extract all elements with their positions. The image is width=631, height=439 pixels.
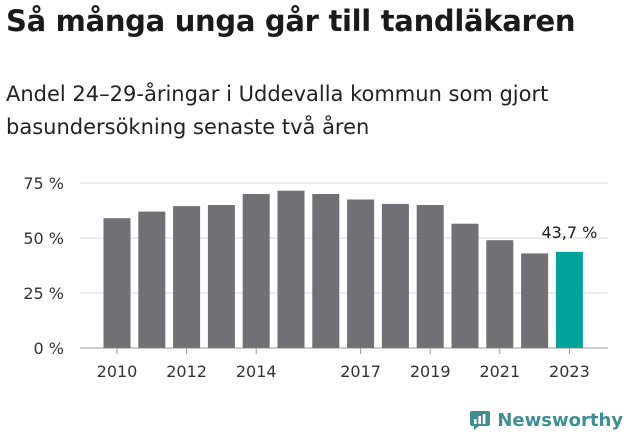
bars	[103, 190, 583, 348]
bar-2010	[103, 218, 131, 348]
bar-2023	[555, 251, 583, 348]
x-tick-label: 2023	[549, 362, 590, 381]
brand-name: Newsworthy	[497, 409, 623, 431]
bar-2013	[207, 205, 235, 348]
bar-2011	[138, 211, 166, 348]
data-label: 43,7 %	[541, 223, 597, 242]
x-tick-label: 2010	[97, 362, 138, 381]
annotations: 43,7 %	[541, 223, 597, 242]
y-tick-label: 25 %	[23, 284, 64, 303]
bar-2015	[277, 190, 305, 348]
x-tick-label: 2012	[166, 362, 207, 381]
bar-2021	[486, 240, 514, 348]
x-tick-label: 2021	[479, 362, 520, 381]
brand: Newsworthy	[469, 409, 623, 431]
chart-title: Så många unga går till tandläkaren	[6, 4, 576, 38]
y-tick-label: 50 %	[23, 229, 64, 248]
chart-subtitle: Andel 24–29-åringar i Uddevalla kommun s…	[6, 82, 549, 139]
bar-2022	[521, 253, 549, 348]
x-tick-label: 2019	[410, 362, 451, 381]
newsworthy-logo-icon	[470, 411, 491, 430]
bar-2018	[381, 203, 409, 348]
bar-2016	[312, 194, 340, 348]
y-tick-label: 0 %	[34, 339, 64, 358]
y-axis-labels: 0 % 25 % 50 % 75 %	[23, 174, 64, 358]
bar-2014	[242, 194, 270, 348]
bar-2020	[451, 223, 479, 348]
x-tick-label: 2014	[236, 362, 277, 381]
x-tick-label: 2017	[340, 362, 381, 381]
x-axis-labels: 2010 2012 2014 2017 2019 2021 2023	[97, 348, 590, 381]
y-tick-label: 75 %	[23, 174, 64, 193]
bar-2017	[347, 199, 375, 348]
bar-2019	[416, 205, 444, 348]
bar-2012	[173, 206, 201, 348]
grid-lines	[80, 182, 608, 349]
